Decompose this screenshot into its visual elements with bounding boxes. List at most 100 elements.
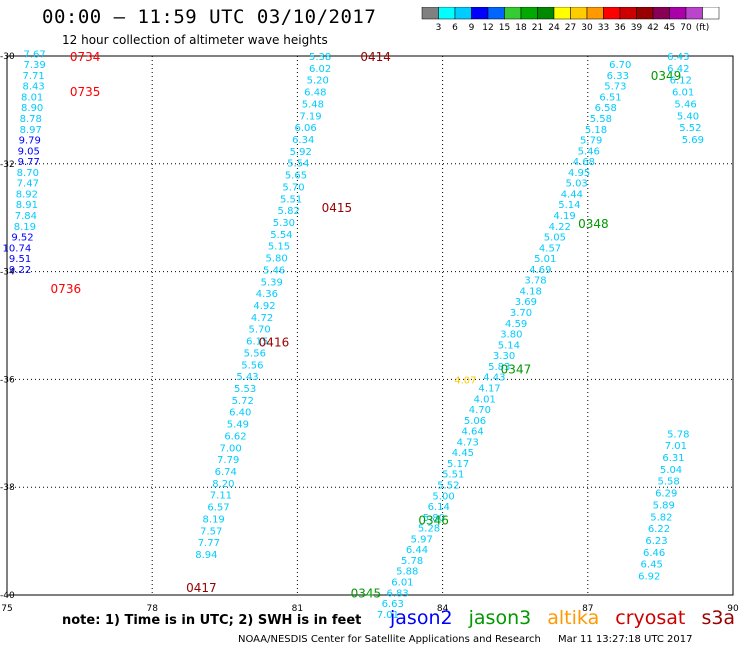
pass-time-label: 0415 bbox=[322, 201, 353, 215]
wave-height-point: 5.78 bbox=[401, 556, 423, 567]
wave-height-point: 8.70 bbox=[17, 168, 39, 179]
y-tick-label: -38 bbox=[0, 483, 15, 493]
wave-height-point: 3.80 bbox=[500, 330, 522, 341]
wave-height-point: 8.78 bbox=[20, 114, 42, 125]
wave-height-point: 6.70 bbox=[609, 60, 631, 71]
generated-timestamp: Mar 11 13:27:18 UTC 2017 bbox=[558, 634, 693, 645]
wave-height-point: 3.69 bbox=[515, 297, 537, 308]
wave-height-point: 8.94 bbox=[195, 550, 217, 561]
wave-height-point: 5.46 bbox=[263, 265, 285, 276]
wave-height-point: 6.83 bbox=[386, 588, 408, 599]
wave-height-point: 9.52 bbox=[11, 233, 33, 244]
wave-height-point: 6.34 bbox=[292, 135, 314, 146]
wave-height-point: 5.92 bbox=[290, 147, 312, 158]
chart-subtitle: 12 hour collection of altimeter wave hei… bbox=[62, 33, 328, 47]
x-tick-label: 78 bbox=[146, 604, 158, 614]
colorbar-swatch bbox=[702, 7, 720, 20]
pass-time-label: 0345 bbox=[351, 586, 382, 600]
wave-height-point: 4.57 bbox=[539, 243, 561, 254]
colorbar-tick-label: 36 bbox=[614, 23, 626, 33]
wave-height-point: 6.92 bbox=[638, 572, 660, 583]
wave-height-point: 5.54 bbox=[270, 230, 292, 241]
wave-height-point: 5.52 bbox=[679, 123, 701, 134]
wave-height-point: 5.70 bbox=[282, 182, 304, 193]
wave-height-point: 5.46 bbox=[674, 99, 696, 110]
pass-time-label: 0417 bbox=[186, 581, 217, 595]
wave-height-point: 8.92 bbox=[16, 189, 38, 200]
wave-height-point: 4.72 bbox=[251, 313, 273, 324]
wave-height-point: 4.69 bbox=[529, 265, 551, 276]
colorbar-tick-label: 18 bbox=[515, 23, 527, 33]
wave-height-point: 4.59 bbox=[505, 319, 527, 330]
wave-height-point: 7.84 bbox=[15, 211, 37, 222]
wave-height-point: 7.79 bbox=[217, 455, 239, 466]
colorbar-tick-label: 30 bbox=[581, 23, 593, 33]
colorbar-tick-label: 9 bbox=[469, 23, 475, 33]
wave-height-point: 5.80 bbox=[423, 513, 445, 524]
wave-height-point: 5.14 bbox=[558, 200, 580, 211]
y-tick-label: -30 bbox=[0, 52, 15, 62]
wave-height-point: 6.14 bbox=[428, 502, 450, 513]
chart-title: 00:00 – 11:59 UTC 03/10/2017 bbox=[42, 6, 377, 28]
wave-height-point: 5.53 bbox=[234, 384, 256, 395]
wave-height-point: 5.56 bbox=[244, 348, 266, 359]
wave-height-point: 5.03 bbox=[566, 179, 588, 190]
pass-time-label: 0734 bbox=[70, 50, 101, 64]
wave-height-point: 7.39 bbox=[23, 60, 45, 71]
colorbar-tick-label: 45 bbox=[664, 23, 675, 33]
colorbar-tick-label: (ft) bbox=[696, 23, 710, 33]
wave-height-point: 4.17 bbox=[478, 383, 500, 394]
wave-height-point: 6.31 bbox=[662, 453, 684, 464]
wave-height-point: 6.43 bbox=[667, 52, 689, 63]
wave-height-point: 5.52 bbox=[437, 481, 459, 492]
wave-height-point: 5.88 bbox=[396, 567, 418, 578]
colorbar-tick-label: 27 bbox=[565, 23, 576, 33]
wave-height-point: 5.20 bbox=[307, 76, 329, 87]
wave-height-point: 4.64 bbox=[461, 427, 483, 438]
wave-height-point: 5.51 bbox=[280, 194, 302, 205]
wave-height-point: 4.22 bbox=[549, 222, 571, 233]
y-tick-label: -40 bbox=[0, 591, 15, 601]
colorbar-tick-label: 21 bbox=[532, 23, 543, 33]
pass-time-label: 0346 bbox=[418, 514, 449, 528]
wave-height-point: 7.01 bbox=[665, 441, 687, 452]
wave-height-point: 5.56 bbox=[241, 360, 263, 371]
wave-height-point: 5.30 bbox=[273, 218, 295, 229]
colorbar-tick-label: 24 bbox=[548, 23, 560, 33]
wave-height-point: 5.54 bbox=[287, 159, 309, 170]
x-tick-label: 75 bbox=[1, 604, 12, 614]
wave-height-point: 5.28 bbox=[418, 524, 440, 535]
colorbar-tick-label: 6 bbox=[452, 23, 458, 33]
wave-height-point: 5.40 bbox=[677, 111, 699, 122]
wave-height-point: 4.01 bbox=[474, 394, 496, 405]
wave-height-point: 8.91 bbox=[16, 200, 38, 211]
wave-height-point: 6.44 bbox=[406, 545, 428, 556]
wave-height-point: 6.45 bbox=[641, 560, 663, 571]
wave-height-point: 9.51 bbox=[9, 254, 31, 265]
wave-height-point: 5.65 bbox=[285, 171, 307, 182]
wave-height-point: 5.69 bbox=[682, 135, 704, 146]
wave-height-point: 5.49 bbox=[227, 420, 249, 431]
wave-height-point: 6.15 bbox=[246, 337, 268, 348]
colorbar-tick-label: 42 bbox=[647, 23, 658, 33]
wave-height-point: 6.51 bbox=[599, 92, 621, 103]
legend-altika: altika bbox=[547, 607, 600, 629]
wave-height-point: 5.38 bbox=[309, 52, 331, 63]
wave-height-point: 6.57 bbox=[207, 503, 229, 514]
wave-height-point: 5.83 bbox=[488, 362, 510, 373]
pass-time-label: 0349 bbox=[651, 69, 682, 83]
wave-height-point: 4.19 bbox=[553, 211, 575, 222]
wave-height-point: 4.07 bbox=[454, 375, 476, 386]
wave-height-point: 8.43 bbox=[22, 82, 44, 93]
wave-height-point: 5.48 bbox=[302, 99, 324, 110]
wave-height-point: 5.58 bbox=[590, 114, 612, 125]
colorbar-tick-label: 33 bbox=[598, 23, 609, 33]
satellite-legend: jason2 jason3 altika cryosat s3a bbox=[390, 607, 740, 629]
wave-height-point: 5.79 bbox=[580, 136, 602, 147]
colorbar-tick-label: 70 bbox=[680, 23, 692, 33]
wave-height-point: 5.43 bbox=[236, 372, 258, 383]
wave-height-point: 5.18 bbox=[585, 125, 607, 136]
wave-height-point: 6.33 bbox=[607, 71, 629, 82]
wave-height-point: 9.22 bbox=[9, 265, 31, 276]
